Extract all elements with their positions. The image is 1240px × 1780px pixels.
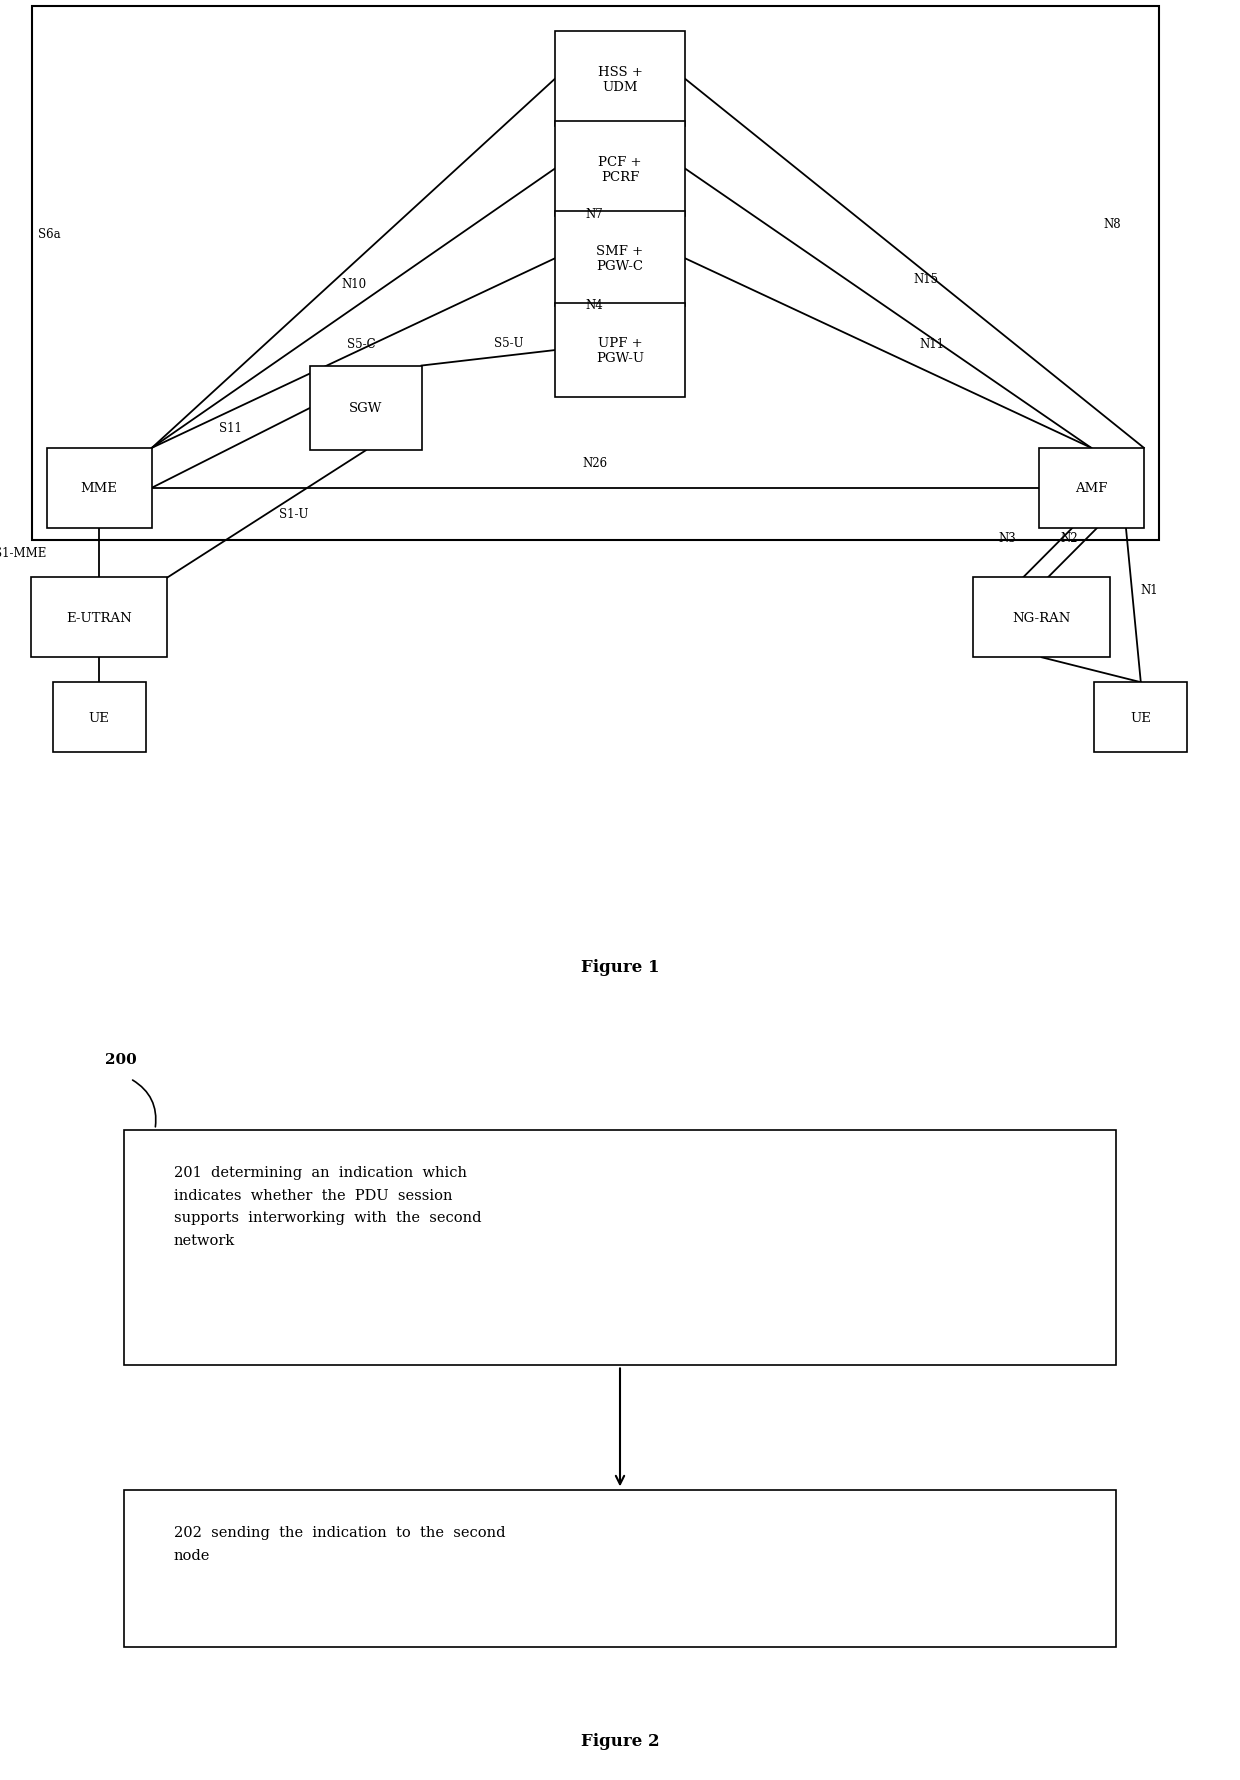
Text: N1: N1 (1141, 584, 1158, 596)
Text: Figure 2: Figure 2 (580, 1732, 660, 1750)
Text: HSS +
UDM: HSS + UDM (598, 66, 642, 94)
FancyBboxPatch shape (973, 578, 1110, 659)
Text: SMF +
PGW-C: SMF + PGW-C (596, 246, 644, 272)
Text: UE: UE (1131, 712, 1151, 724)
Text: N15: N15 (913, 272, 939, 285)
Text: N26: N26 (583, 457, 608, 470)
FancyBboxPatch shape (52, 684, 146, 753)
FancyBboxPatch shape (556, 123, 684, 217)
FancyBboxPatch shape (310, 367, 422, 450)
Text: S1-MME: S1-MME (0, 546, 46, 559)
Text: S5-U: S5-U (495, 336, 525, 351)
Text: N2: N2 (1060, 532, 1078, 545)
Text: N11: N11 (919, 338, 944, 351)
Text: Figure 1: Figure 1 (580, 958, 660, 975)
Text: 202  sending  the  indication  to  the  second
node: 202 sending the indication to the second… (174, 1525, 505, 1563)
Text: PCF +
PCRF: PCF + PCRF (598, 155, 642, 183)
Text: N8: N8 (1104, 217, 1121, 231)
Text: MME: MME (81, 482, 118, 495)
Text: N10: N10 (341, 278, 366, 290)
FancyBboxPatch shape (47, 449, 151, 529)
Text: AMF: AMF (1075, 482, 1107, 495)
Text: S6a: S6a (37, 228, 61, 240)
FancyBboxPatch shape (124, 1490, 1116, 1646)
Text: E-UTRAN: E-UTRAN (66, 612, 133, 625)
Text: S1-U: S1-U (279, 507, 309, 522)
Text: UE: UE (89, 712, 109, 724)
Text: N3: N3 (998, 532, 1016, 545)
Text: UPF +
PGW-U: UPF + PGW-U (596, 336, 644, 365)
Text: 200: 200 (105, 1052, 138, 1066)
FancyBboxPatch shape (1039, 449, 1145, 529)
Text: N4: N4 (585, 299, 603, 312)
Text: N7: N7 (585, 208, 603, 221)
FancyBboxPatch shape (556, 32, 684, 126)
Text: 201  determining  an  indication  which
indicates  whether  the  PDU  session
su: 201 determining an indication which indi… (174, 1166, 481, 1248)
FancyBboxPatch shape (1095, 684, 1188, 753)
FancyBboxPatch shape (556, 212, 684, 306)
FancyBboxPatch shape (124, 1130, 1116, 1365)
Text: NG-RAN: NG-RAN (1012, 612, 1071, 625)
FancyBboxPatch shape (31, 578, 167, 659)
Text: SGW: SGW (350, 402, 382, 415)
Text: S11: S11 (218, 422, 242, 434)
FancyBboxPatch shape (556, 304, 684, 399)
Text: S5-C: S5-C (347, 338, 376, 351)
